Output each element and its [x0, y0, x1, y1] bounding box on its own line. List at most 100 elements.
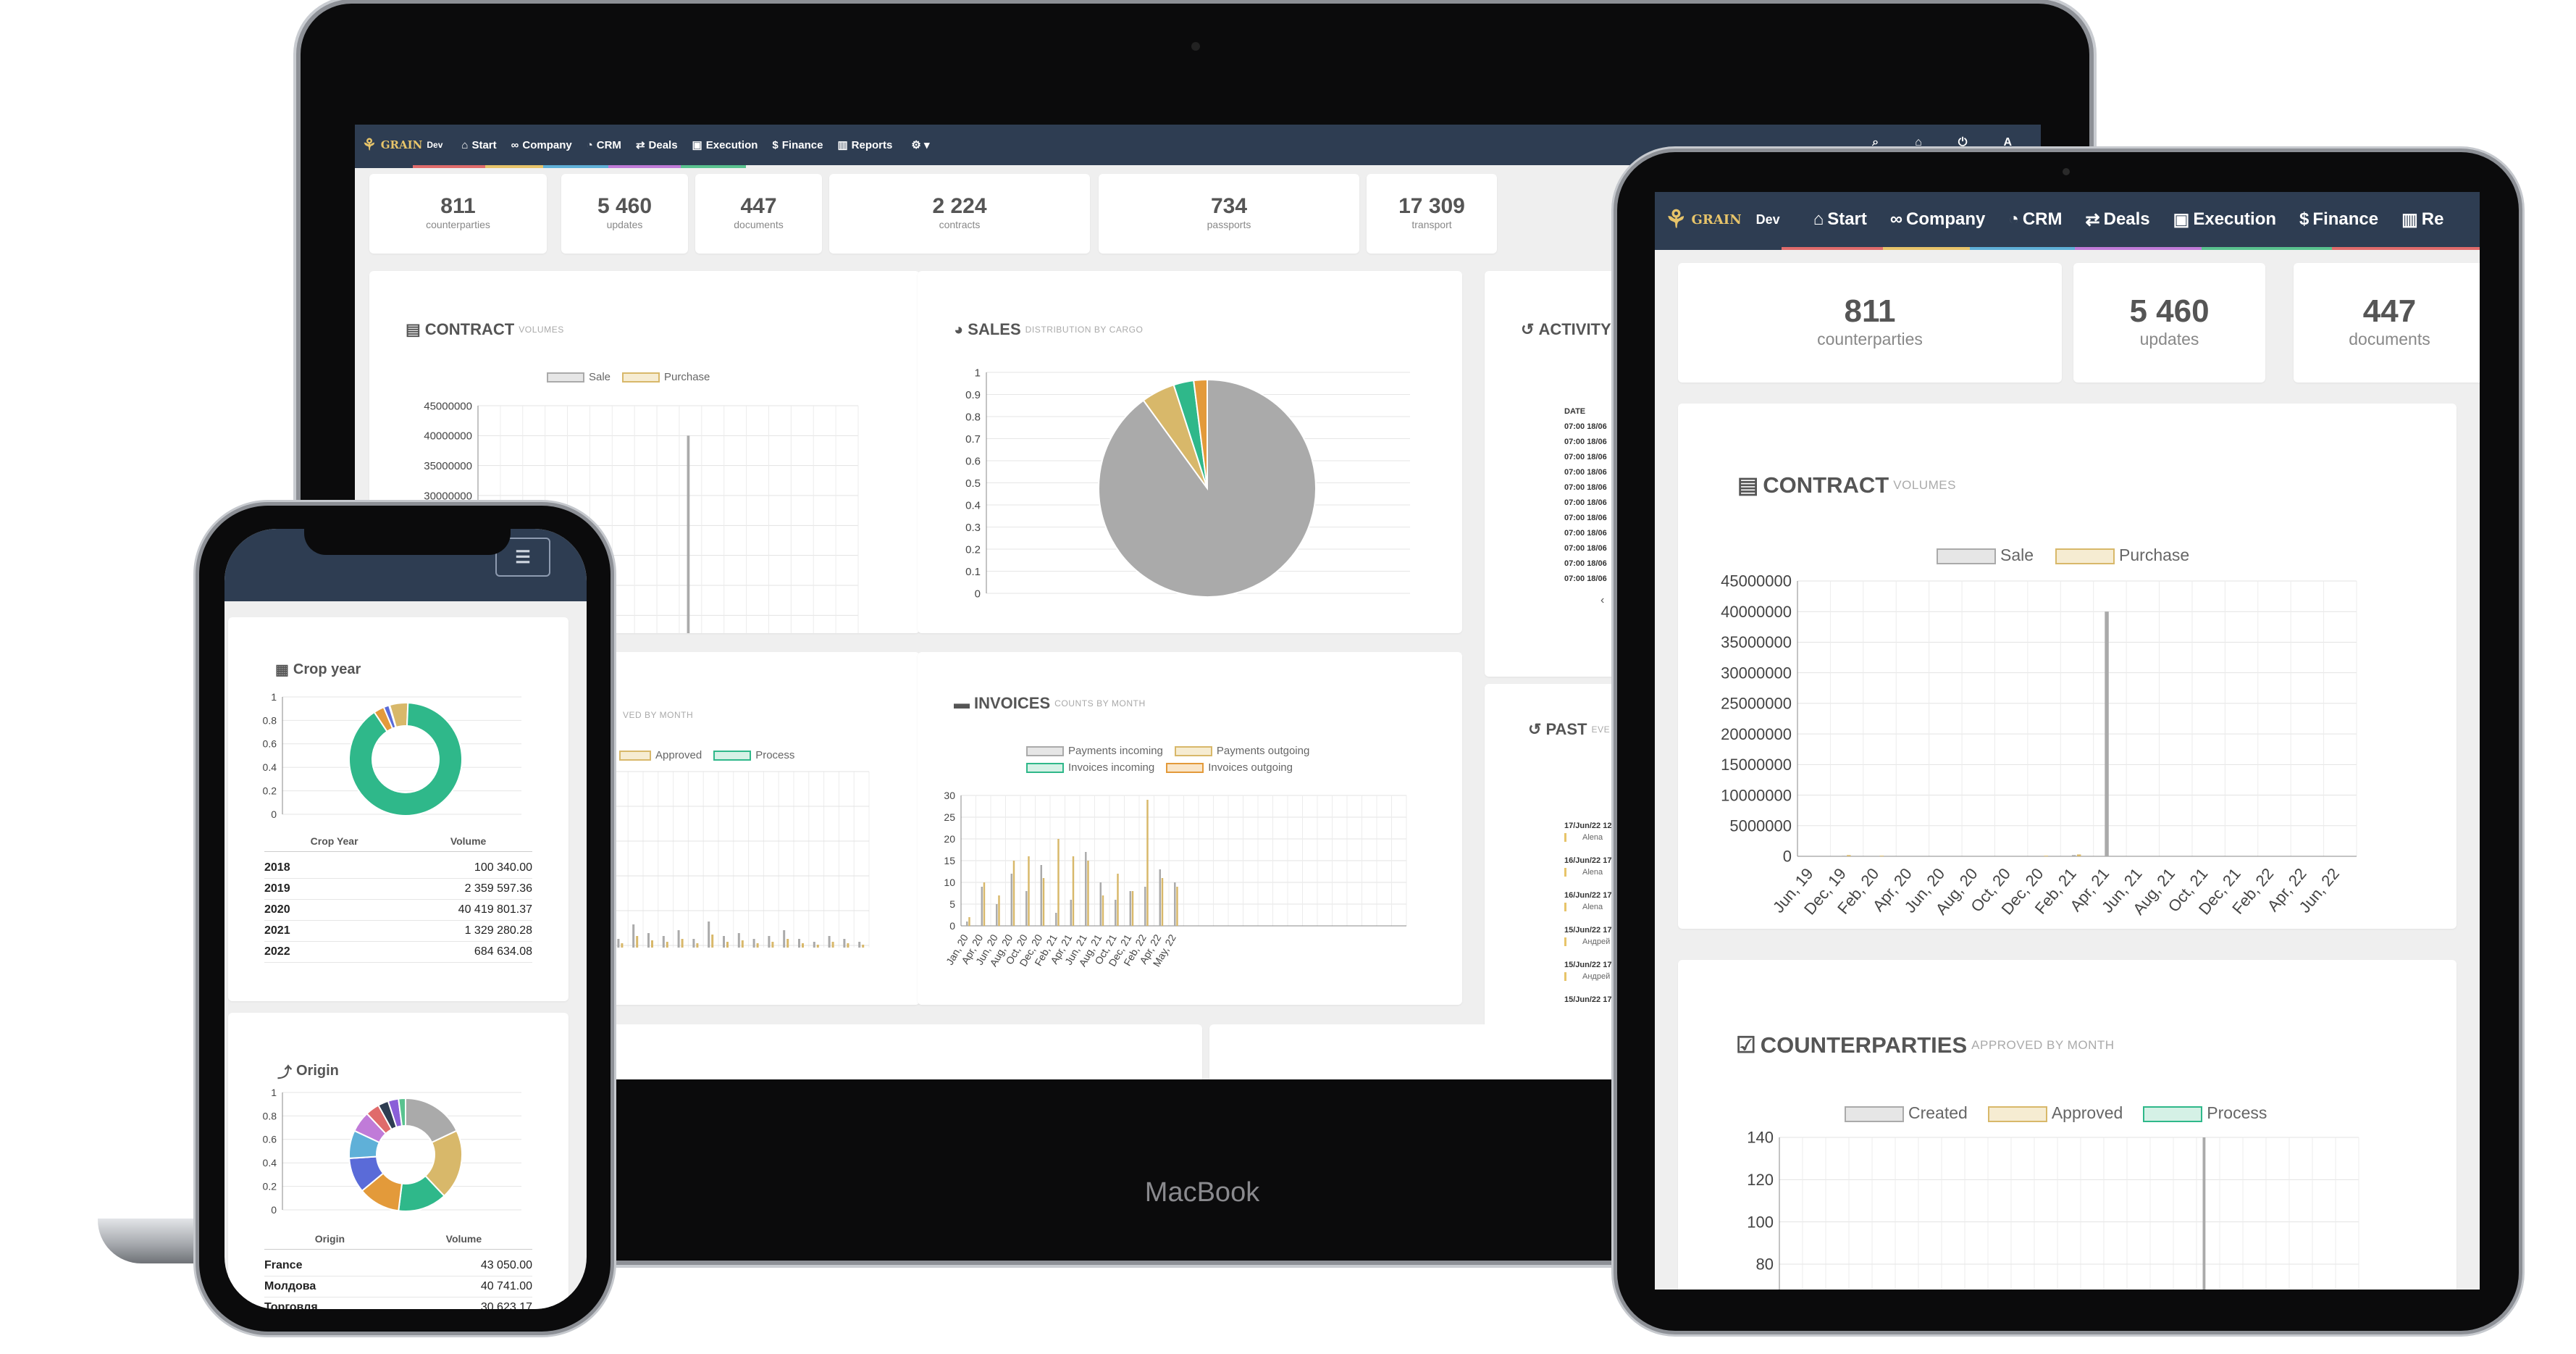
- power-icon[interactable]: ⏻: [1958, 136, 1968, 149]
- legend-payments-outgoing[interactable]: Payments outgoing: [1174, 745, 1309, 757]
- tablet-logo[interactable]: ⚘ GRAIN Dev: [1665, 205, 1780, 234]
- bar-created[interactable]: [632, 924, 635, 948]
- bar-created[interactable]: [647, 933, 650, 948]
- bar-approved[interactable]: [802, 943, 804, 948]
- logo[interactable]: ⚘ GRAIN Dev: [362, 135, 442, 154]
- bar-created[interactable]: [828, 936, 831, 948]
- activity-row[interactable]: 07:00 18/06: [1564, 438, 1607, 446]
- hamburger-menu-button[interactable]: ☰: [495, 538, 550, 577]
- nav-item-reports[interactable]: ▥ Reports: [837, 138, 892, 152]
- stat-card-updates[interactable]: 5 460 updates: [561, 174, 688, 254]
- table-row[interactable]: France 43 050.00: [264, 1255, 532, 1276]
- bar-approved[interactable]: [681, 939, 684, 948]
- search-icon[interactable]: ⌕: [1872, 136, 1879, 149]
- bar-payments-incoming[interactable]: [996, 904, 998, 926]
- bar-payments-outgoing[interactable]: [1012, 861, 1015, 926]
- legend-created[interactable]: Created: [1845, 1103, 1968, 1123]
- legend-process[interactable]: Process: [2143, 1103, 2267, 1123]
- table-row[interactable]: 2019 2 359 597.36: [264, 879, 532, 900]
- bar-payments-outgoing[interactable]: [1131, 891, 1134, 926]
- activity-row[interactable]: 07:00 18/06: [1564, 529, 1607, 538]
- bar-approved[interactable]: [636, 936, 639, 948]
- bar-payments-incoming[interactable]: [981, 887, 983, 926]
- stat-card-documents[interactable]: 447 documents: [2294, 263, 2480, 383]
- bar-created[interactable]: [723, 936, 725, 948]
- bar-approved[interactable]: [816, 945, 819, 948]
- bar-sale[interactable]: [687, 435, 690, 633]
- bar-created[interactable]: [617, 939, 620, 948]
- nav-item-deals[interactable]: ⇄ Deals: [2086, 209, 2150, 230]
- stat-card-updates[interactable]: 5 460 updates: [2073, 263, 2265, 383]
- bar-approved[interactable]: [862, 945, 865, 948]
- bar-approved[interactable]: [847, 943, 849, 948]
- legend-sale[interactable]: Sale: [1937, 546, 2034, 565]
- bar-payments-incoming[interactable]: [1085, 852, 1087, 926]
- pie-slice[interactable]: [382, 704, 397, 730]
- legend-invoices-outgoing[interactable]: Invoices outgoing: [1166, 761, 1293, 774]
- bar-payments-incoming[interactable]: [1040, 865, 1043, 926]
- nav-item-reports-truncated[interactable]: ▥ Re: [2401, 209, 2443, 230]
- bar-approved[interactable]: [726, 942, 729, 948]
- bar-created[interactable]: [752, 939, 755, 948]
- nav-item-crm[interactable]: ◔ CRM: [2008, 209, 2062, 230]
- stat-card-passports[interactable]: 734 passports: [1099, 174, 1359, 254]
- bar-payments-outgoing[interactable]: [1028, 856, 1030, 926]
- nav-item-start[interactable]: ⌂ Start: [461, 138, 496, 151]
- nav-item-execution[interactable]: ▣ Execution: [692, 138, 758, 152]
- legend-approved[interactable]: Approved: [1987, 1103, 2123, 1123]
- pie-slice[interactable]: [1193, 378, 1208, 489]
- bar-payments-incoming[interactable]: [1115, 900, 1117, 926]
- bar-purchase[interactable]: [2077, 854, 2081, 856]
- bar-approved[interactable]: [741, 940, 744, 948]
- table-row[interactable]: Торговля 30 623.17: [264, 1297, 532, 1309]
- bar-created[interactable]: [2202, 1137, 2206, 1290]
- stat-card-transport[interactable]: 17 309 transport: [1367, 174, 1497, 254]
- activity-row[interactable]: 07:00 18/06: [1564, 498, 1607, 507]
- bar-payments-incoming[interactable]: [966, 922, 968, 926]
- bar-created[interactable]: [843, 939, 846, 948]
- table-row[interactable]: 2021 1 329 280.28: [264, 921, 532, 942]
- pie-slice[interactable]: [348, 702, 463, 816]
- user-avatar[interactable]: A: [2003, 136, 2012, 149]
- activity-row[interactable]: 07:00 18/06: [1564, 544, 1607, 553]
- bar-created[interactable]: [677, 930, 680, 948]
- bar-payments-incoming[interactable]: [1055, 913, 1057, 926]
- bar-payments-outgoing[interactable]: [1146, 800, 1149, 926]
- bar-payments-outgoing[interactable]: [983, 882, 986, 926]
- legend-purchase[interactable]: Purchase: [622, 371, 710, 383]
- stat-card-documents[interactable]: 447 documents: [695, 174, 822, 254]
- bar-sale[interactable]: [2105, 611, 2109, 856]
- legend-approved[interactable]: Approved: [619, 749, 702, 761]
- bar-created[interactable]: [708, 922, 710, 948]
- bar-payments-outgoing[interactable]: [998, 895, 1000, 926]
- nav-item-finance[interactable]: $ Finance: [2299, 209, 2378, 230]
- nav-item-crm[interactable]: ◔ CRM: [587, 138, 621, 151]
- settings-dropdown[interactable]: ⚙ ▾: [911, 139, 930, 151]
- table-row[interactable]: 2018 100 340.00: [264, 858, 532, 879]
- bar-payments-incoming[interactable]: [1144, 887, 1146, 926]
- bar-approved[interactable]: [666, 942, 668, 948]
- past-event-item[interactable]: 16/Jun/22 17 Alena: [1564, 891, 1618, 926]
- bar-approved[interactable]: [651, 940, 653, 948]
- home-icon[interactable]: ⌂: [1915, 136, 1922, 149]
- bar-approved[interactable]: [696, 943, 699, 948]
- stat-card-contracts[interactable]: 2 224 contracts: [829, 174, 1090, 254]
- legend-payments-incoming[interactable]: Payments incoming: [1026, 745, 1163, 757]
- bar-sale[interactable]: [2071, 855, 2076, 856]
- bar-payments-incoming[interactable]: [1174, 882, 1176, 926]
- past-event-item[interactable]: 15/Jun/22 17 Андрей м: [1564, 961, 1618, 995]
- table-row[interactable]: 2020 40 419 801.37: [264, 900, 532, 921]
- bar-payments-outgoing[interactable]: [1072, 856, 1075, 926]
- bar-created[interactable]: [813, 942, 815, 948]
- legend-purchase[interactable]: Purchase: [2055, 546, 2189, 565]
- bar-payments-incoming[interactable]: [1010, 874, 1013, 926]
- activity-row[interactable]: 07:00 18/06: [1564, 483, 1607, 492]
- bar-payments-outgoing[interactable]: [968, 917, 970, 926]
- nav-item-company[interactable]: ∞ Company: [1890, 209, 1985, 230]
- past-event-item[interactable]: 15/Jun/22 17 Андрей м: [1564, 926, 1618, 961]
- nav-item-execution[interactable]: ▣ Execution: [2173, 209, 2276, 230]
- bar-payments-incoming[interactable]: [1099, 882, 1102, 926]
- bar-approved[interactable]: [711, 935, 714, 948]
- pie-slice[interactable]: [398, 1097, 406, 1127]
- table-row[interactable]: 2022 684 634.08: [264, 942, 532, 963]
